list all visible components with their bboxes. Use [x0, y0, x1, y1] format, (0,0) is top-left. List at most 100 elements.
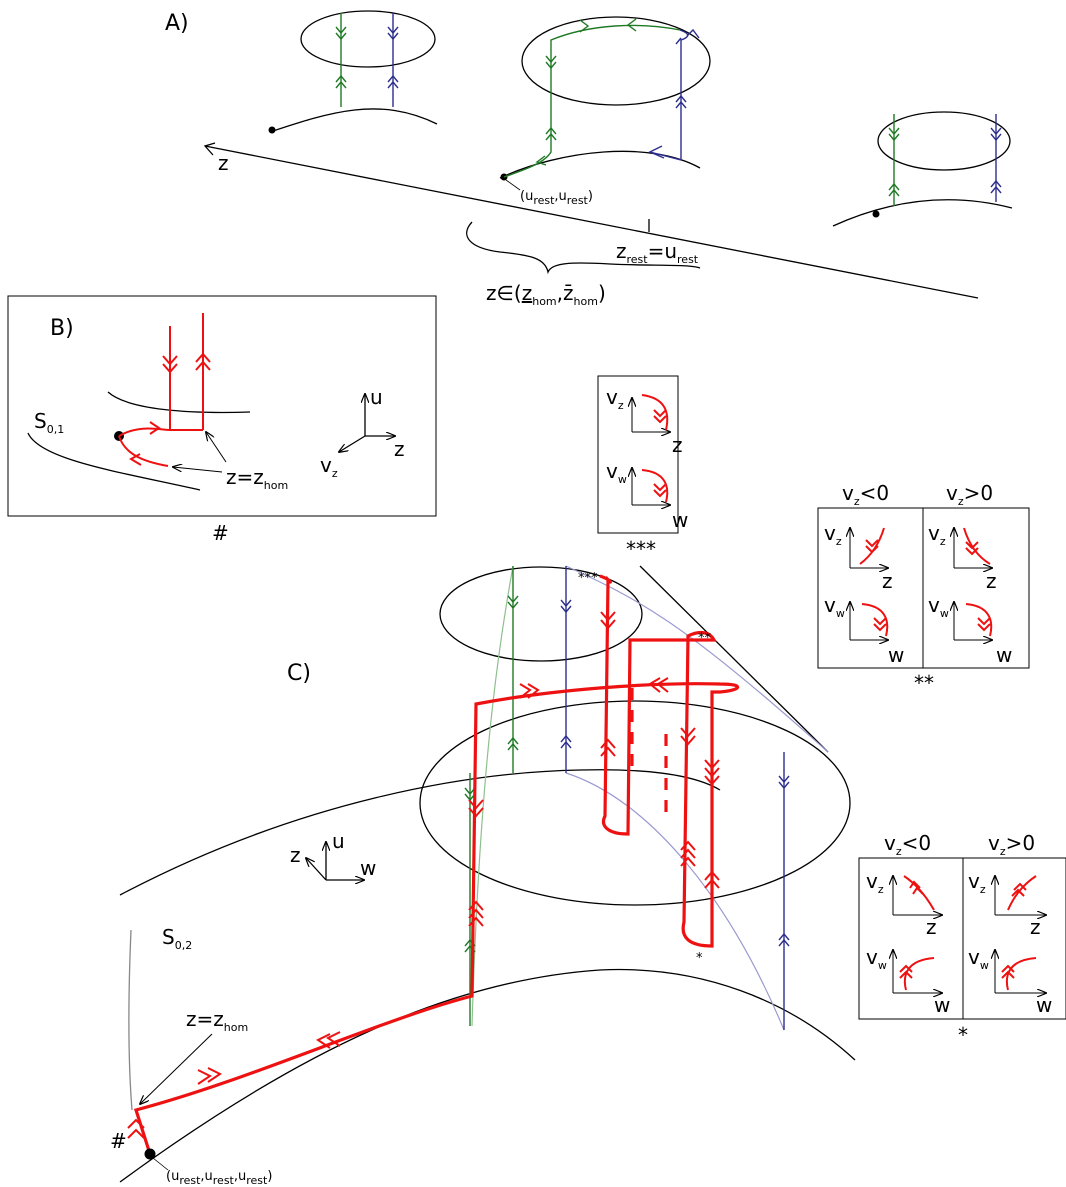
red-arrow-loop-b-2	[129, 453, 142, 466]
blue-double-arrow-mid-top	[675, 28, 700, 45]
fiber-ellipse-lower-c	[419, 700, 851, 906]
blue-double-arrow-down-left	[387, 26, 399, 41]
blue-guide-c-1	[565, 565, 829, 753]
inset-single-l-w-label: w	[934, 993, 950, 1017]
blue-double-arrow-c-4	[778, 932, 790, 947]
inset-triple-curve-top	[641, 394, 669, 431]
cone-edge-c	[639, 565, 829, 753]
inset-triple-frame	[597, 375, 679, 534]
inset-triple-curve-bottom	[641, 469, 669, 503]
inset-single-r-curve-bottom	[1001, 957, 1037, 991]
zrest-label: zrest=urest	[616, 239, 699, 266]
inset-single-r-w-label: w	[1036, 993, 1052, 1017]
green-guide-c	[471, 565, 514, 1027]
red-arrow-c-col4	[680, 840, 696, 867]
inset-triple-z-label: z	[672, 433, 683, 457]
inset-single-l-curve-bottom	[899, 957, 935, 991]
panel-c-label: C)	[287, 661, 311, 686]
inset-single-star: vz<0 vz>0 vz z vw w vz z vw w *	[858, 831, 1066, 1047]
inset-single-r-vw-label: vw	[968, 945, 989, 972]
zhom-leader-c	[140, 1033, 213, 1104]
inset-double-neg-header: vz<0	[842, 481, 889, 508]
z-axis-c	[306, 858, 327, 881]
red-arrow-c-top-1	[519, 683, 540, 699]
inset-double-l-curve-top	[859, 527, 885, 565]
red-arrow-c-rise-1	[468, 900, 484, 927]
blue-guide-c-2	[565, 772, 785, 1031]
zhom-leader-b-2	[173, 467, 223, 473]
inset-single-l-z-label: z	[926, 915, 937, 939]
z-axis-c-label: z	[290, 843, 301, 867]
green-double-arrow-up-left	[335, 74, 347, 89]
fiber-ellipse-right	[877, 111, 1011, 171]
w-axis-c-label: w	[360, 856, 376, 880]
fiber-ellipse-left	[300, 10, 436, 68]
panel-c-mark: #	[110, 1129, 127, 1153]
u-axis-c-label: u	[332, 829, 345, 853]
rest-point-c	[144, 1148, 156, 1160]
zhom-leader-b-1	[206, 432, 227, 463]
inset-single-caption: *	[958, 1023, 968, 1047]
green-arrow-top-b	[626, 18, 637, 32]
vz-axis-b-label: vz	[320, 453, 338, 480]
fiber-line-gray-c	[128, 929, 133, 1111]
red-trajectory-c	[133, 574, 740, 1155]
blue-double-arrow-up-left	[387, 74, 399, 89]
inset-double-pos-header: vz>0	[946, 481, 993, 508]
surface-label-c: S0,2	[162, 925, 192, 952]
green-double-arrow-up-right	[888, 182, 900, 197]
inset-double-l-curve-bottom	[861, 603, 889, 637]
inset-double-r-z-label: z	[986, 569, 997, 593]
rest-point-label-a: (urest,urest)	[520, 189, 593, 207]
blue-double-arrow-up-right	[990, 179, 1002, 194]
red-double-arrow-down-b	[162, 355, 178, 374]
blue-double-arrow-down-right	[990, 127, 1002, 142]
inset-double-l-w-label: w	[888, 643, 904, 667]
inset-double-r-vz-label: vz	[928, 521, 946, 548]
red-arrow-loop-b-1	[149, 421, 161, 435]
red-path-b-loop	[118, 427, 171, 467]
inset-triple-vw-label: vw	[606, 459, 627, 486]
panel-a: A) z (urest,urest)	[165, 10, 1013, 308]
panel-a-label: A)	[165, 11, 189, 36]
green-double-arrow-down-right	[888, 127, 900, 142]
red-arrow-c-col6	[704, 870, 720, 889]
inset-double-r-curve-bottom	[965, 603, 993, 637]
inset-single-l-vz-label: vz	[866, 869, 884, 896]
inset-triple-vz-label: vz	[606, 385, 624, 412]
red-arrow-c-base-2	[316, 1031, 341, 1049]
green-arrow-top-a	[579, 19, 590, 33]
inset-double-l-vw-label: vw	[824, 593, 845, 620]
green-double-arrow-c-2	[507, 736, 519, 751]
blue-double-arrow-c-1	[560, 599, 572, 614]
star-mark-double-c: **	[698, 631, 712, 646]
inset-single-r-vz-label: vz	[968, 869, 986, 896]
inset-single-r-curve-top	[1007, 875, 1037, 911]
inset-double-r-vw-label: vw	[928, 593, 949, 620]
inset-double-r-curve-top	[963, 527, 991, 565]
surface-curve-b	[27, 432, 201, 491]
base-curve-left	[269, 108, 438, 133]
inset-double-caption: **	[914, 671, 934, 695]
interval-brace	[466, 221, 701, 275]
red-arrow-c-top-2	[648, 677, 669, 693]
red-arrow-c-col3	[680, 727, 696, 746]
panel-b-label: B)	[50, 316, 74, 341]
panel-b: B) S0,1 z=zhom u z vz #	[7, 295, 437, 545]
rest-point-leader-c	[152, 1157, 169, 1171]
inset-triple-w-label: w	[672, 508, 688, 532]
panel-b-frame	[7, 295, 437, 517]
blue-double-arrow-c-2	[560, 734, 572, 749]
equilibrium-point-right	[872, 210, 880, 218]
surface-lower-c	[119, 968, 856, 1183]
inset-double-star: vz<0 vz>0 vz z vw w vz z vw w **	[817, 481, 1030, 695]
z-axis-a-label: z	[218, 151, 229, 175]
inset-single-r-z-label: z	[1030, 915, 1041, 939]
inset-double-l-vz-label: vz	[824, 521, 842, 548]
z-axis-a	[204, 145, 979, 299]
base-curve-middle	[499, 150, 701, 179]
u-axis-b-label: u	[370, 385, 383, 409]
red-arrow-c-rise-2	[468, 799, 484, 818]
zhom-label-b: z=zhom	[226, 465, 288, 492]
